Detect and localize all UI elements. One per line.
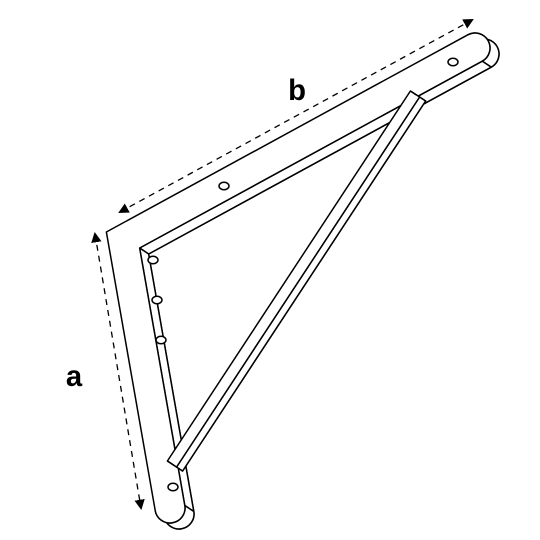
screw-hole: [156, 336, 166, 344]
screw-hole: [448, 58, 458, 66]
a-dimension-label: a: [66, 361, 83, 393]
b-dimension-label: b: [288, 75, 306, 107]
screw-hole: [168, 483, 178, 491]
screw-hole: [152, 296, 162, 304]
screw-hole: [219, 182, 229, 190]
screw-hole: [148, 256, 158, 264]
bracket-diagram: ab: [0, 0, 540, 540]
b-dimension-line: [120, 20, 472, 212]
